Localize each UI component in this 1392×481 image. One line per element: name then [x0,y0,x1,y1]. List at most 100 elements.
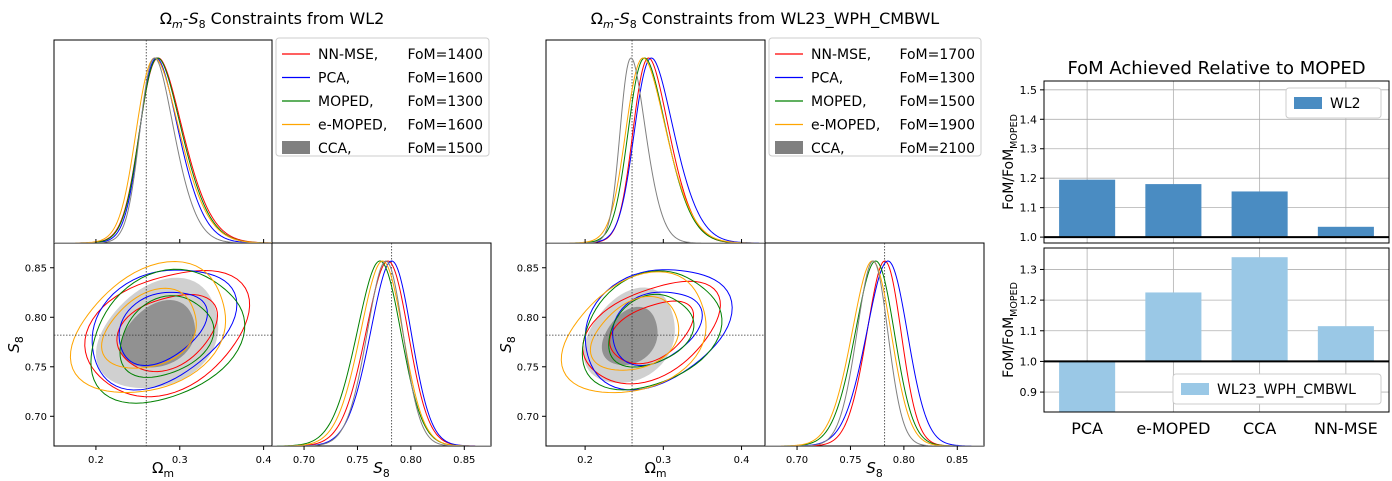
bar-panel-top: 1.0 1.1 1.2 1.3 1.4 1.5 FoM/FoMMOPED WL2 [1001,80,1390,244]
ylabel-s8-symbol: S [497,343,515,353]
marginal-omega-group [54,57,272,243]
bar-emoped [1145,292,1202,362]
tick-label-y: 1.4 [1020,113,1038,126]
corner-plot-1: Ωm-S8 Constraints from WL23_WPH_CMBWL 0.2… [497,9,985,480]
bar-legend-swatch [1294,97,1322,109]
tick-label-y: 1.2 [1020,294,1038,307]
ylabel-main: FoM/FoM [1001,149,1017,210]
corner-title-1-part: - [614,9,620,28]
marginal-s8-nnmse [765,260,984,446]
marginal-s8-cca [272,260,491,446]
contour-cca-68 [601,306,658,366]
tick-label-omega: 0.4 [734,455,750,466]
contour-moped-95 [90,268,246,404]
marginal-s8-pca [272,260,491,446]
legend-fom: FoM=1700 [899,47,975,63]
bar-emoped [1145,184,1202,238]
contour-pca-95 [584,269,733,391]
bar-nnmse [1317,326,1374,362]
tick-label-y: 1.0 [1020,355,1038,368]
tick-label-y: 0.9 [1020,386,1038,399]
legend-name: MOPED, [811,94,867,110]
legend-fom: FoM=1600 [407,71,483,87]
legend-name: MOPED, [318,94,374,110]
marginal-omega-group [546,57,765,243]
legend-name: CCA, [318,141,352,157]
legend-fom: FoM=1600 [407,118,483,134]
bar-chart-title: FoM Achieved Relative to MOPED [1067,58,1365,79]
category-label: NN-MSE [1314,419,1378,438]
legend-name: CCA, [811,141,845,157]
legend-swatch [282,141,310,154]
ylabel: FoM/FoMMOPED [1001,114,1020,210]
contour-group [560,269,733,394]
panel-frame [1043,80,1390,244]
tick-label-s8-y: 0.70 [25,412,47,423]
tick-label-omega: 0.4 [256,455,272,466]
tick-label-omega: 0.2 [577,455,593,466]
tick-label-omega: 0.3 [655,455,671,466]
marginal-s8-emoped [272,260,491,446]
corner-title-0-part: m [172,18,183,31]
panel-frame-C [271,242,492,447]
bar-nnmse [1317,226,1374,238]
legend: NN-MSE, FoM=1700 PCA, FoM=1300 MOPED, FoM=150… [768,37,982,157]
tick-label-s8-y: 0.75 [517,362,539,373]
xlabel-omega-symbol: Ω [645,459,656,477]
marginal-s8-nnmse [272,260,491,446]
xlabel-omega-symbol: Ω [152,459,163,477]
bar-pca [1059,179,1116,238]
legend-fom: FoM=2100 [899,141,975,157]
legend-name: PCA, [811,71,843,87]
bar-legend: WL23_WPH_CMBWL [1172,373,1382,405]
corner-title-0-part: 8 [199,18,206,31]
ylabel: FoM/FoMMOPED [1001,282,1020,378]
bar-pca [1059,361,1116,412]
tick-label-s8-x: 0.85 [946,455,968,466]
contour-emoped-95 [69,260,227,393]
tick-label-y: 1.1 [1020,325,1038,338]
legend-box [768,37,982,157]
bar-panel-bottom: 0.91.01.11.21.3FoM/FoMMOPEDWL23_WPH_CMBW… [1001,247,1390,413]
corner-title-1: Ωm-S8 Constraints from WL23_WPH_CMBWL [591,9,939,31]
marginal-omega-nnmse [54,57,272,243]
corner-title-0-part: S [188,9,198,28]
corner-title-0-part: - [183,9,189,28]
ylabel-main: FoM/FoM [1001,317,1017,378]
marginal-omega-cca [546,57,765,243]
bar-chart: FoM Achieved Relative to MOPED 1.0 1.1 1.2 1… [1001,58,1390,438]
ylabel-s8: S8 [497,336,518,353]
ylabel-s8-subscript: 8 [13,336,26,343]
corner-title-1-part: S [620,9,630,28]
legend: NN-MSE, FoM=1400 PCA, FoM=1600 MOPED, FoM=130… [275,37,490,157]
contour-moped-68 [608,293,695,368]
xlabel-s8-symbol: S [866,459,876,477]
tick-label-s8-x: 0.85 [453,455,475,466]
xlabel-s8: S8 [866,459,883,480]
legend-fom: FoM=1900 [899,118,975,134]
marginal-omega-emoped [546,57,765,243]
contour-group [69,260,251,404]
legend-swatch [775,141,803,154]
contour-nnmse-95 [84,269,251,398]
corner-title-1-part: m [603,18,614,31]
marginal-s8-moped [272,260,491,446]
legend-name: NN-MSE, [318,47,378,63]
bar-cca [1231,257,1288,362]
tick-label-s8-x: 0.70 [293,455,315,466]
tick-label-s8-x: 0.70 [786,455,808,466]
tick-label-s8-y: 0.85 [517,263,539,274]
xlabel-s8: S8 [373,459,390,480]
tick-label-y: 1.3 [1020,143,1038,156]
corner-title-0: Ωm-S8 Constraints from WL2 [160,9,385,31]
ylabel-sub: MOPED [1009,282,1020,317]
tick-label-omega: 0.3 [172,455,188,466]
category-label: e-MOPED [1136,419,1210,438]
bar-legend-box [1172,373,1382,405]
marginal-s8-group [272,260,491,446]
xlabel-omega-subscript: m [163,467,174,480]
marginal-s8-group [765,260,984,446]
xlabel-s8-symbol: S [373,459,383,477]
